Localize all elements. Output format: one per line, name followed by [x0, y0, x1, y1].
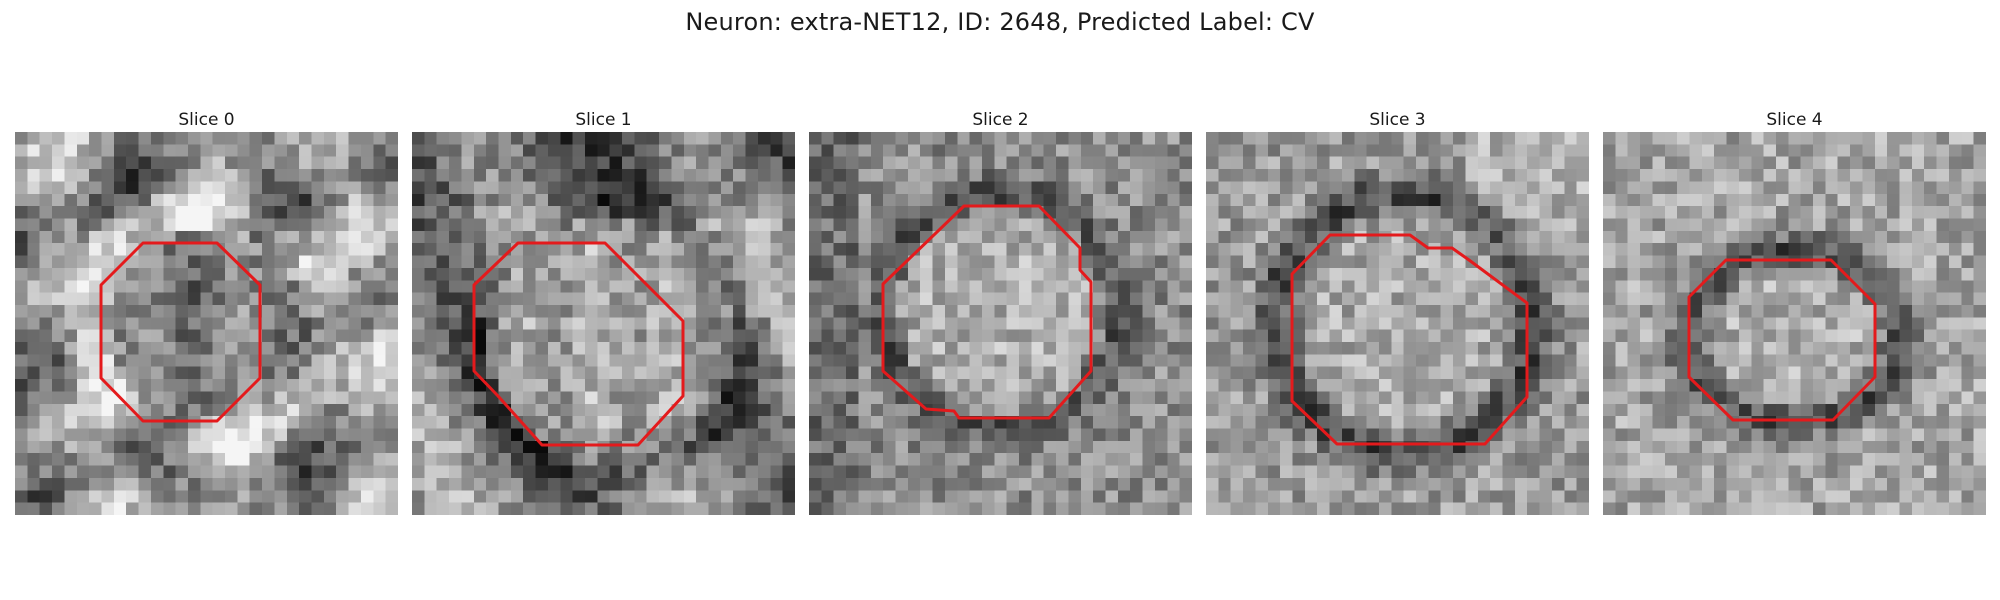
slice-title: Slice 3 [1369, 110, 1426, 130]
microscopy-image [1603, 132, 1986, 515]
segmentation-outline [472, 241, 685, 447]
segmentation-outline-layer [472, 241, 685, 447]
segmentation-outline-layer [99, 241, 262, 423]
microscopy-image [412, 132, 795, 515]
slice-panel-0: Slice 0 [15, 108, 398, 515]
slice-panel-3: Slice 3 [1206, 108, 1589, 515]
segmentation-outline-layer [1290, 233, 1529, 446]
slice-title: Slice 1 [575, 110, 632, 130]
microscopy-image [1206, 132, 1589, 515]
segmentation-outline-layer [881, 204, 1093, 420]
segmentation-outline [99, 241, 262, 423]
microscopy-image [15, 132, 398, 515]
slice-title: Slice 0 [178, 110, 235, 130]
slice-panel-1: Slice 1 [412, 108, 795, 515]
slice-panel-4: Slice 4 [1603, 108, 1986, 515]
microscopy-image [809, 132, 1192, 515]
figure-title: Neuron: extra-NET12, ID: 2648, Predicted… [685, 8, 1315, 36]
segmentation-outline-layer [1687, 258, 1877, 422]
segmentation-outline [1290, 233, 1529, 446]
segmentation-outline [881, 204, 1093, 420]
slice-title: Slice 2 [972, 110, 1029, 130]
slice-title: Slice 4 [1766, 110, 1823, 130]
slice-panel-2: Slice 2 [809, 108, 1192, 515]
segmentation-outline [1687, 258, 1877, 422]
